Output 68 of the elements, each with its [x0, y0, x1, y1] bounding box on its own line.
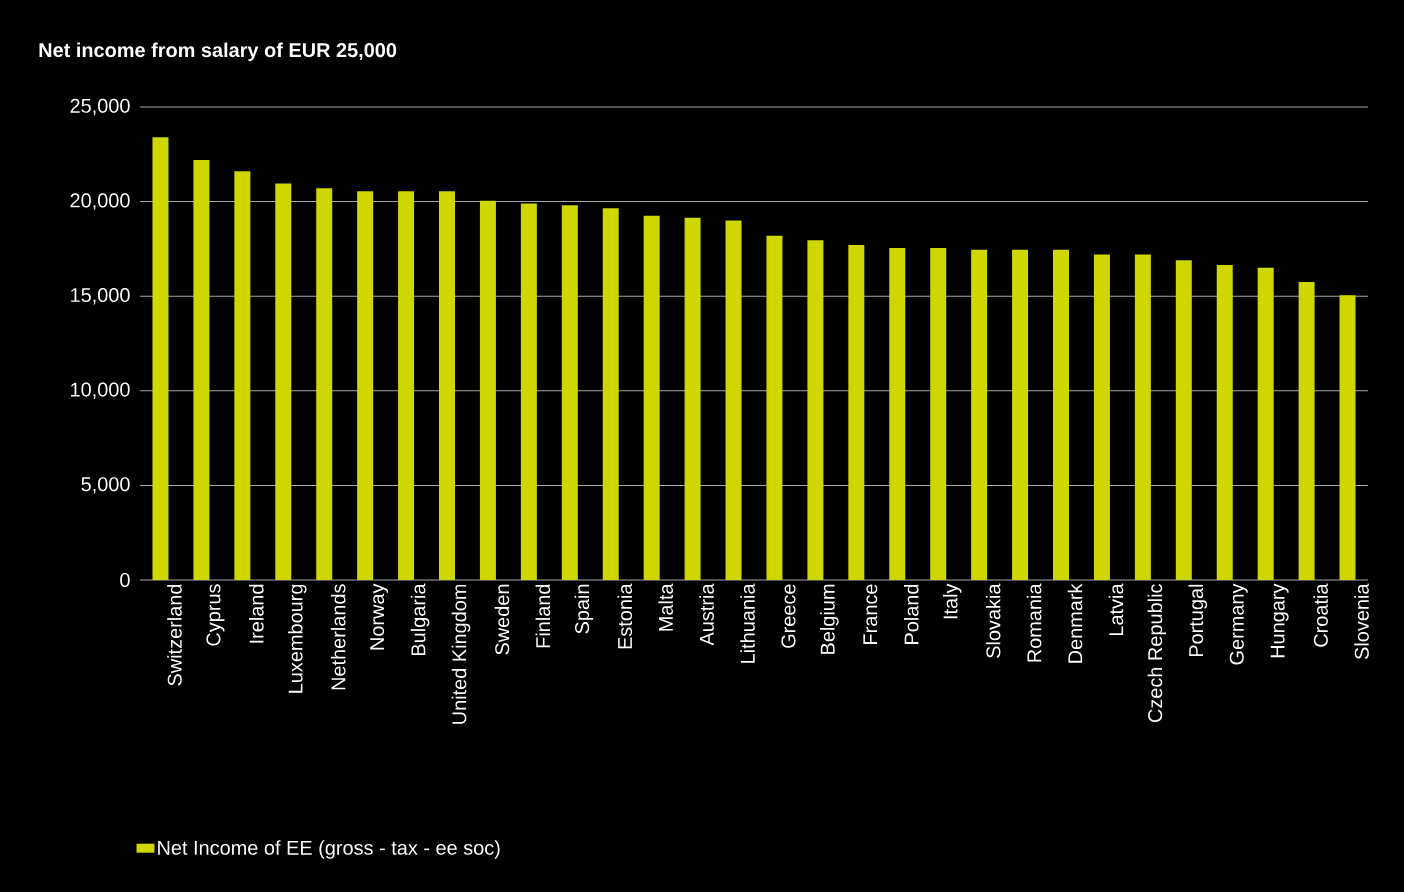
- bar: [152, 137, 169, 580]
- bar: [357, 191, 374, 580]
- x-tick-label: Austria: [699, 583, 714, 646]
- x-tick-label: Poland: [903, 584, 919, 644]
- bar: [561, 205, 578, 580]
- x-tick-label: Sweden: [494, 584, 510, 655]
- x-tick-label: Belgium: [820, 584, 839, 654]
- bar: [1053, 249, 1069, 580]
- bar: [725, 220, 742, 580]
- y-tick-label: 10,000: [71, 382, 130, 400]
- x-tick-label: Denmark: [1067, 583, 1083, 663]
- bar: [684, 217, 701, 580]
- y-tick-label: 25,000: [70, 98, 130, 116]
- x-tick-label: Slovakia: [985, 583, 1001, 658]
- x-tick-label: Norway: [370, 583, 389, 650]
- bar: [1012, 249, 1029, 580]
- x-tick-label: France: [863, 584, 878, 644]
- bar: [889, 247, 906, 580]
- bar: [643, 215, 660, 580]
- x-tick-label: Cyprus: [206, 584, 225, 646]
- legend-label: Net Income of EE (gross - tax - ee soc): [158, 840, 500, 859]
- y-tick-label: 20,000: [70, 193, 130, 210]
- bar: [193, 159, 210, 580]
- chart-title: Net income from salary of EUR 25,000: [39, 42, 397, 62]
- bar: [1339, 295, 1356, 580]
- x-tick-label: Malta: [658, 583, 673, 631]
- x-tick-label: Switzerland: [167, 584, 182, 686]
- bar: [848, 245, 865, 580]
- x-tick-label: Czech Republic: [1147, 584, 1167, 723]
- x-tick-label: United Kingdom: [451, 584, 471, 724]
- bar: [1175, 260, 1192, 580]
- bar: [275, 183, 292, 580]
- bar: [234, 171, 251, 580]
- x-tick-label: Croatia: [1313, 583, 1328, 647]
- x-tick-label: Latvia: [1108, 583, 1124, 636]
- bar: [439, 191, 455, 580]
- x-tick-label: Ireland: [249, 584, 264, 643]
- x-tick-label: Lithuania: [740, 583, 755, 663]
- bar: [1257, 267, 1274, 580]
- bar: [766, 235, 783, 580]
- x-tick-label: Germany: [1229, 583, 1248, 665]
- x-tick-label: Portugal: [1188, 584, 1208, 657]
- bar: [1298, 282, 1315, 580]
- x-tick-label: Finland: [535, 584, 551, 648]
- x-tick-label: Hungary: [1270, 583, 1289, 658]
- x-tick-label: Estonia: [617, 583, 633, 649]
- bar: [520, 203, 537, 580]
- x-tick-label: Netherlands: [330, 584, 346, 690]
- x-tick-label: Slovenia: [1354, 583, 1369, 660]
- bar: [316, 188, 333, 580]
- x-tick-label: Italy: [942, 583, 962, 619]
- bar: [1093, 254, 1110, 580]
- bar: [1134, 254, 1151, 580]
- x-tick-label: Spain: [574, 584, 594, 634]
- bar: [602, 208, 619, 580]
- bar: [930, 247, 947, 580]
- bar: [971, 249, 988, 580]
- y-tick-label: 15,000: [71, 287, 130, 305]
- x-tick-label: Luxembourg: [287, 584, 307, 693]
- x-tick-label: Romania: [1026, 583, 1042, 662]
- x-tick-label: Bulgaria: [410, 583, 430, 655]
- bar: [1216, 264, 1233, 580]
- bar: [479, 200, 496, 580]
- y-tick-label: 0: [120, 572, 130, 588]
- bar: [807, 240, 824, 580]
- bar: [398, 191, 415, 580]
- y-tick-label: 5,000: [81, 477, 130, 494]
- x-tick-label: Greece: [781, 584, 796, 648]
